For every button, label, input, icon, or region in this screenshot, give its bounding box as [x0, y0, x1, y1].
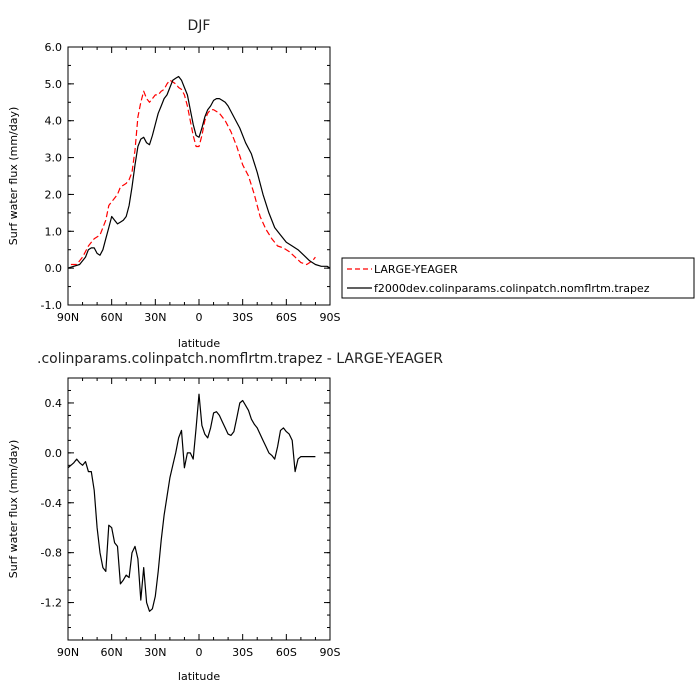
- y-tick-label: -1.2: [41, 597, 62, 610]
- y-tick-label: 0.0: [45, 447, 63, 460]
- bottom-plot-frame: [67, 377, 331, 641]
- top-title: DJF: [188, 18, 211, 34]
- x-tick-label: 0: [196, 646, 203, 659]
- bottom-panel: .colinparams.colinpatch.nomflrtm.trapez …: [7, 351, 443, 683]
- top-ylabel: Surf water flux (mm/day): [7, 107, 20, 246]
- x-tick-label: 60N: [101, 646, 123, 659]
- y-tick-label: -0.4: [41, 497, 62, 510]
- x-tick-label: 90N: [57, 311, 79, 324]
- legend-label-f2000dev: f2000dev.colinparams.colinpatch.nomflrtm…: [374, 282, 650, 295]
- x-tick-label: 90S: [320, 646, 341, 659]
- x-tick-label: 90S: [320, 311, 341, 324]
- y-tick-label: 6.0: [45, 41, 63, 54]
- series-line-f2000dev-colinparams-colinpatch-nomflrtm-trapez: [67, 75, 331, 269]
- legend: LARGE-YEAGER f2000dev.colinparams.colinp…: [341, 257, 695, 299]
- bottom-ylabel: Surf water flux (mm/day): [7, 440, 20, 579]
- series-line-difference: [67, 393, 316, 612]
- bottom-xlabel: latitude: [178, 670, 220, 683]
- top-plot-frame: [67, 46, 331, 306]
- series-line-large-yeager: [70, 79, 316, 266]
- bottom-title: .colinparams.colinpatch.nomflrtm.trapez …: [37, 351, 443, 367]
- x-tick-label: 0: [196, 311, 203, 324]
- y-tick-label: 4.0: [45, 115, 63, 128]
- y-tick-label: -1.0: [41, 299, 62, 312]
- x-tick-label: 60N: [101, 311, 123, 324]
- y-tick-label: 0.4: [45, 397, 63, 410]
- x-tick-label: 30N: [144, 311, 166, 324]
- x-tick-label: 60S: [276, 311, 297, 324]
- top-panel: DJF 90N 60N 30N 0 30S 60S 90S -1.0 0.0 1.0 2.0 3.0 4…: [7, 18, 341, 350]
- y-tick-label: 0.0: [45, 262, 63, 275]
- top-xlabel: latitude: [178, 337, 220, 350]
- x-tick-label: 90N: [57, 646, 79, 659]
- y-tick-label: -0.8: [41, 547, 62, 560]
- x-tick-label: 30S: [232, 646, 253, 659]
- x-tick-label: 60S: [276, 646, 297, 659]
- x-tick-label: 30N: [144, 646, 166, 659]
- legend-box: [341, 257, 695, 299]
- x-tick-label: 30S: [232, 311, 253, 324]
- legend-label-large-yeager: LARGE-YEAGER: [374, 263, 458, 276]
- y-tick-label: 2.0: [45, 188, 63, 201]
- y-tick-label: 3.0: [45, 152, 63, 165]
- y-tick-label: 1.0: [45, 225, 63, 238]
- y-tick-label: 5.0: [45, 78, 63, 91]
